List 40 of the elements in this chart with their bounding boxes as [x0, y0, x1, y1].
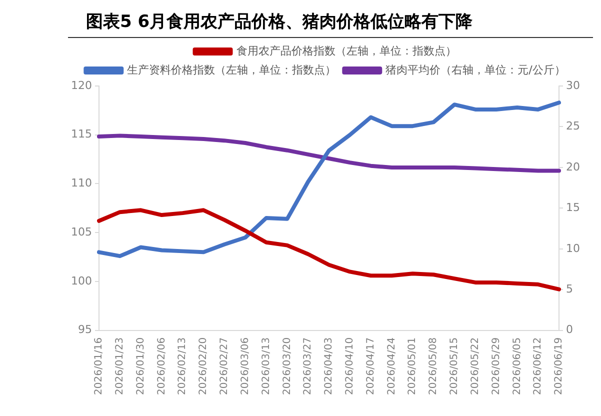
x-tick-label: 2026/01/23 [114, 337, 126, 396]
x-tick-label: 2026/03/13 [260, 337, 272, 396]
x-tick-label: 2026/06/05 [512, 337, 523, 396]
x-tick-label: 2026/04/10 [344, 337, 356, 396]
chart-title: 图表5 6月食用农产品价格、猪肉价格低位略有下降 [68, 8, 593, 38]
x-tick-label: 2026/01/16 [94, 337, 105, 396]
legend-label: 猪肉平均价（右轴，单位：元/公斤） [386, 63, 566, 76]
y-tick-label: 105 [70, 225, 92, 238]
x-tick-label: 2026/03/06 [240, 337, 251, 396]
x-tick-label: 2026/03/27 [302, 337, 314, 396]
x-tick-label: 2026/05/01 [407, 337, 418, 396]
x-tick-label: 2026/04/03 [324, 337, 335, 396]
x-tick-label: 2026/01/30 [135, 337, 146, 396]
y2-tick-label: 5 [566, 282, 574, 296]
y2-tick-label: 10 [566, 242, 580, 255]
y2-tick-label: 30 [566, 78, 580, 92]
y2-tick-label: 15 [566, 201, 580, 214]
y-tick-label: 110 [70, 176, 92, 190]
y-tick-label: 100 [70, 274, 92, 288]
legend-label: 食用农产品价格指数（左轴，单位：指数点） [236, 44, 456, 58]
y-tick-label: 95 [78, 323, 92, 336]
x-tick-label: 2026/05/29 [490, 337, 502, 396]
x-tick-label: 2026/02/13 [177, 337, 188, 396]
y2-tick-label: 20 [566, 160, 580, 174]
x-tick-label: 2026/02/06 [156, 337, 168, 396]
y-tick-label: 120 [70, 78, 92, 92]
x-tick-label: 2026/02/20 [198, 337, 210, 396]
x-tick-label: 2026/02/27 [219, 337, 230, 396]
y2-tick-label: 25 [566, 120, 580, 133]
legend-label: 生产资料价格指数（左轴，单位：指数点） [127, 63, 336, 76]
y2-tick-label: 0 [566, 323, 574, 336]
x-tick-label: 2026/06/19 [554, 337, 565, 396]
x-tick-label: 2026/05/22 [470, 337, 481, 396]
x-tick-label: 2026/05/08 [428, 337, 440, 396]
x-tick-label: 2026/06/12 [532, 337, 544, 396]
x-tick-label: 2026/03/20 [282, 337, 293, 396]
x-tick-label: 2026/04/24 [386, 337, 398, 396]
x-tick-label: 2026/04/17 [365, 337, 376, 396]
x-tick-label: 2026/05/15 [449, 337, 460, 396]
y-tick-label: 115 [70, 128, 92, 141]
